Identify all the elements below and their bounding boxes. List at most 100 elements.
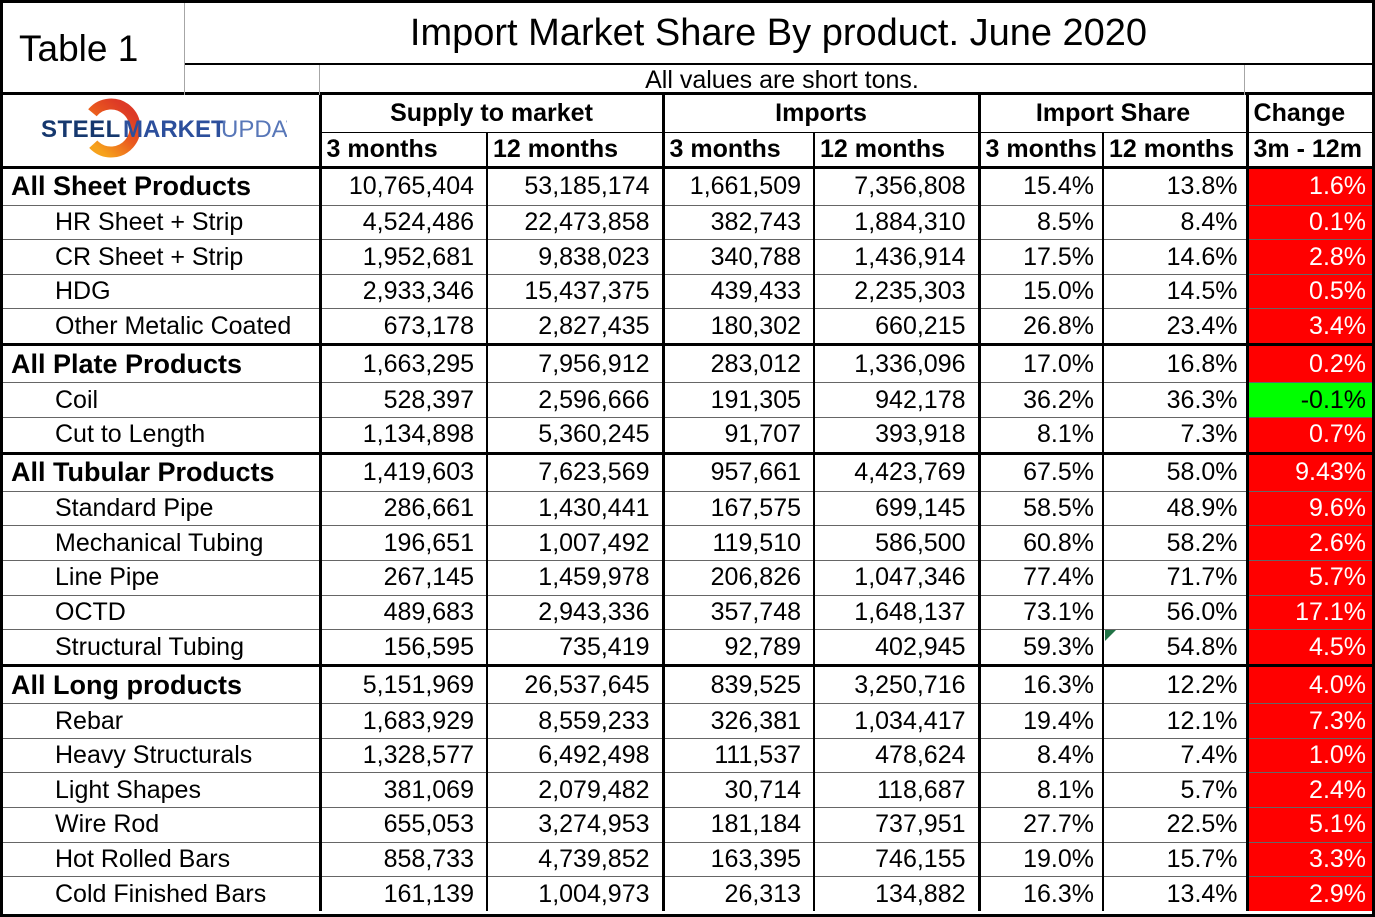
product-cell: CR Sheet + Strip	[3, 239, 320, 275]
table-row: Hot Rolled Bars 858,733 4,739,852 163,39…	[3, 841, 1372, 877]
share-3m-cell: 8.4%	[977, 737, 1104, 773]
header-imports-12m: 12 months	[813, 132, 980, 169]
imports-12m-cell: 1,047,346	[813, 560, 980, 596]
header-sub-row: 3 months 12 months 3 months 12 months 3 …	[3, 132, 1372, 169]
table-row: HR Sheet + Strip 4,524,486 22,473,858 38…	[3, 204, 1372, 240]
supply-12m-cell: 6,492,498	[485, 737, 664, 773]
supply-3m-cell: 1,663,295	[318, 343, 487, 383]
imports-3m-cell: 26,313	[661, 876, 815, 911]
product-cell: Rebar	[3, 703, 320, 739]
title-block: Table 1 Import Market Share By product. …	[3, 3, 1372, 95]
share-12m-cell: 14.5%	[1102, 273, 1248, 309]
table-row: All Tubular Products 1,419,603 7,623,569…	[3, 451, 1372, 492]
change-cell: 17.1%	[1245, 594, 1372, 630]
share-12m-cell: 15.7%	[1102, 841, 1248, 877]
supply-3m-cell: 1,952,681	[318, 239, 487, 275]
table-row: Other Metalic Coated 673,178 2,827,435 1…	[3, 308, 1372, 345]
table-row: Light Shapes 381,069 2,079,482 30,714 11…	[3, 772, 1372, 808]
supply-3m-cell: 1,328,577	[318, 737, 487, 773]
share-3m-cell: 8.1%	[977, 416, 1104, 454]
product-cell: All Tubular Products	[3, 451, 320, 492]
imports-12m-cell: 393,918	[813, 416, 980, 454]
change-cell: 4.0%	[1245, 664, 1372, 704]
share-12m-cell: 54.8%	[1102, 629, 1248, 666]
change-cell: 7.3%	[1245, 703, 1372, 739]
imports-12m-cell: 586,500	[813, 525, 980, 561]
logo-text-update: UPDATE	[221, 116, 287, 143]
share-3m-cell: 8.1%	[977, 772, 1104, 808]
supply-3m-cell: 381,069	[318, 772, 487, 808]
supply-12m-cell: 9,838,023	[485, 239, 664, 275]
supply-3m-cell: 4,524,486	[318, 204, 487, 240]
header-supply-3m: 3 months	[318, 132, 487, 169]
supply-3m-cell: 858,733	[318, 841, 487, 877]
change-cell: 1.0%	[1245, 737, 1372, 773]
table-row: Cut to Length 1,134,898 5,360,245 91,707…	[3, 416, 1372, 454]
share-12m-cell: 71.7%	[1102, 560, 1248, 596]
share-12m-cell: 56.0%	[1102, 594, 1248, 630]
change-cell: 5.1%	[1245, 807, 1372, 843]
imports-12m-cell: 4,423,769	[813, 451, 980, 492]
imports-3m-cell: 30,714	[661, 772, 815, 808]
table-row: Rebar 1,683,929 8,559,233 326,381 1,034,…	[3, 703, 1372, 739]
table-row: Coil 528,397 2,596,666 191,305 942,178 3…	[3, 382, 1372, 418]
product-cell: Mechanical Tubing	[3, 525, 320, 561]
supply-3m-cell: 2,933,346	[318, 273, 487, 309]
imports-3m-cell: 111,537	[661, 737, 815, 773]
share-3m-cell: 67.5%	[977, 451, 1104, 492]
logo-text-steel: STEEL	[41, 116, 121, 143]
imports-3m-cell: 326,381	[661, 703, 815, 739]
share-12m-cell: 58.0%	[1102, 451, 1248, 492]
product-cell: Other Metalic Coated	[3, 308, 320, 345]
imports-3m-cell: 206,826	[661, 560, 815, 596]
imports-12m-cell: 118,687	[813, 772, 980, 808]
share-3m-cell: 73.1%	[977, 594, 1104, 630]
change-cell: 9.43%	[1245, 451, 1372, 492]
table-row: All Long products 5,151,969 26,537,645 8…	[3, 664, 1372, 704]
change-cell: 0.1%	[1245, 204, 1372, 240]
share-12m-cell: 7.3%	[1102, 416, 1248, 454]
change-cell: 2.9%	[1245, 876, 1372, 911]
change-cell: -0.1%	[1245, 382, 1372, 418]
share-12m-cell: 58.2%	[1102, 525, 1248, 561]
imports-3m-cell: 283,012	[661, 343, 815, 383]
change-cell: 0.5%	[1245, 273, 1372, 309]
imports-12m-cell: 2,235,303	[813, 273, 980, 309]
supply-12m-cell: 735,419	[485, 629, 664, 666]
product-cell: Heavy Structurals	[3, 737, 320, 773]
share-12m-cell: 13.8%	[1102, 165, 1248, 206]
change-cell: 9.6%	[1245, 490, 1372, 526]
header-supply-to-market: Supply to market	[318, 95, 664, 133]
share-12m-cell: 23.4%	[1102, 308, 1248, 345]
share-3m-cell: 17.0%	[977, 343, 1104, 383]
product-cell: Wire Rod	[3, 807, 320, 843]
supply-12m-cell: 53,185,174	[485, 165, 664, 206]
table-row: Structural Tubing 156,595 735,419 92,789…	[3, 629, 1372, 666]
change-cell: 2.8%	[1245, 239, 1372, 275]
table-row: Cold Finished Bars 161,139 1,004,973 26,…	[3, 876, 1372, 911]
supply-12m-cell: 2,079,482	[485, 772, 664, 808]
imports-3m-cell: 92,789	[661, 629, 815, 666]
share-12m-cell: 5.7%	[1102, 772, 1248, 808]
share-3m-cell: 36.2%	[977, 382, 1104, 418]
logo-swoosh-icon: STEEL MARKET UPDATE	[41, 98, 316, 158]
header-change-range: 3m - 12m	[1245, 132, 1372, 169]
imports-3m-cell: 191,305	[661, 382, 815, 418]
imports-12m-cell: 402,945	[813, 629, 980, 666]
supply-12m-cell: 7,956,912	[485, 343, 664, 383]
table-row: Line Pipe 267,145 1,459,978 206,826 1,04…	[3, 560, 1372, 596]
product-cell: Standard Pipe	[3, 490, 320, 526]
table-row: All Plate Products 1,663,295 7,956,912 2…	[3, 343, 1372, 383]
imports-12m-cell: 1,648,137	[813, 594, 980, 630]
change-cell: 4.5%	[1245, 629, 1372, 666]
share-3m-cell: 17.5%	[977, 239, 1104, 275]
header-supply-12m: 12 months	[485, 132, 664, 169]
imports-12m-cell: 1,436,914	[813, 239, 980, 275]
imports-12m-cell: 7,356,808	[813, 165, 980, 206]
imports-3m-cell: 357,748	[661, 594, 815, 630]
product-cell: HDG	[3, 273, 320, 309]
imports-3m-cell: 382,743	[661, 204, 815, 240]
table-row: OCTD 489,683 2,943,336 357,748 1,648,137…	[3, 594, 1372, 630]
imports-3m-cell: 119,510	[661, 525, 815, 561]
change-cell: 3.3%	[1245, 841, 1372, 877]
